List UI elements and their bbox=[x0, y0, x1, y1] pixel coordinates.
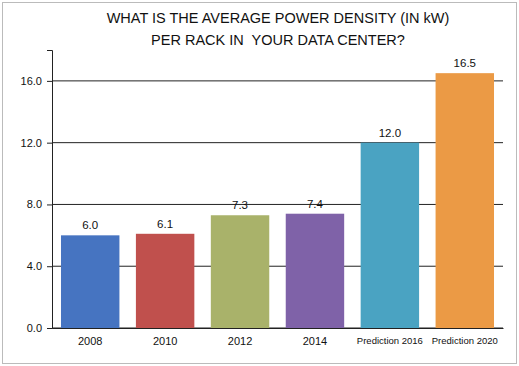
y-tick-mark bbox=[47, 266, 52, 267]
y-tick: 4.0 bbox=[27, 260, 52, 272]
x-axis: 2008 2010 2012 2014 Prediction 2016 Predictio… bbox=[53, 328, 504, 347]
y-tick-label: 8.0 bbox=[27, 198, 42, 210]
grid-line bbox=[52, 328, 503, 329]
bar bbox=[361, 143, 419, 328]
title-line: PER RACK IN YOUR DATA CENTER? bbox=[151, 32, 405, 48]
x-tick-label: 2010 bbox=[153, 335, 177, 347]
x-tick-label: Prediction 2020 bbox=[432, 335, 498, 346]
x-tick-label: 2014 bbox=[303, 335, 327, 347]
y-tick-mark bbox=[47, 143, 52, 144]
title: WHAT IS THE AVERAGE POWER DENSITY (IN kW… bbox=[107, 10, 450, 48]
x-tick-label: 2008 bbox=[78, 335, 102, 347]
bar bbox=[136, 234, 194, 328]
bars bbox=[61, 73, 494, 328]
y-axis-line bbox=[47, 51, 53, 329]
y-tick-label: 0.0 bbox=[27, 322, 42, 334]
y-tick-label: 12.0 bbox=[21, 137, 42, 149]
y-tick: 16.0 bbox=[21, 75, 52, 87]
plot-area: 0.0 4.0 8.0 12.0 16.0 2008 2010 2012 2014 Predict… bbox=[21, 51, 504, 347]
data-label: 7.4 bbox=[307, 198, 324, 210]
title-line: WHAT IS THE AVERAGE POWER DENSITY (IN kW… bbox=[107, 10, 450, 26]
data-label: 6.0 bbox=[82, 219, 98, 231]
y-tick-label: 4.0 bbox=[27, 260, 42, 272]
x-tick: 2014 bbox=[303, 328, 327, 347]
y-tick: 0.0 bbox=[27, 322, 52, 334]
y-tick-mark bbox=[47, 204, 52, 205]
bar bbox=[211, 215, 269, 328]
y-tick-mark bbox=[47, 81, 52, 82]
x-tick: Prediction 2016 bbox=[357, 328, 423, 346]
bar bbox=[436, 73, 494, 328]
x-tick: 2012 bbox=[228, 328, 252, 347]
y-tick-label: 16.0 bbox=[21, 75, 42, 87]
grid-line bbox=[52, 204, 503, 205]
y-tick: 12.0 bbox=[21, 137, 52, 149]
x-tick: 2008 bbox=[78, 328, 102, 347]
grid bbox=[52, 81, 503, 328]
chart: WHAT IS THE AVERAGE POWER DENSITY (IN kW… bbox=[0, 0, 519, 366]
data-label: 16.5 bbox=[454, 57, 476, 69]
data-label: 7.3 bbox=[232, 199, 248, 211]
data-labels: 6.0 6.1 7.3 7.4 12.0 16.5 bbox=[82, 57, 476, 231]
grid-line bbox=[52, 80, 503, 81]
bar bbox=[61, 235, 119, 328]
x-tick: 2010 bbox=[153, 328, 177, 347]
x-tick-label: 2012 bbox=[228, 335, 252, 347]
x-axis-line bbox=[53, 328, 504, 329]
grid-line bbox=[52, 142, 503, 143]
grid-line bbox=[52, 266, 503, 267]
bar bbox=[286, 214, 344, 328]
y-axis: 0.0 4.0 8.0 12.0 16.0 bbox=[21, 51, 53, 335]
data-label: 12.0 bbox=[379, 127, 401, 139]
x-tick: Prediction 2020 bbox=[432, 328, 498, 346]
chart-border bbox=[3, 3, 517, 364]
x-tick-label: Prediction 2016 bbox=[357, 335, 423, 346]
y-tick-mark bbox=[47, 328, 52, 329]
data-label: 6.1 bbox=[157, 218, 173, 230]
y-tick: 8.0 bbox=[27, 198, 52, 210]
